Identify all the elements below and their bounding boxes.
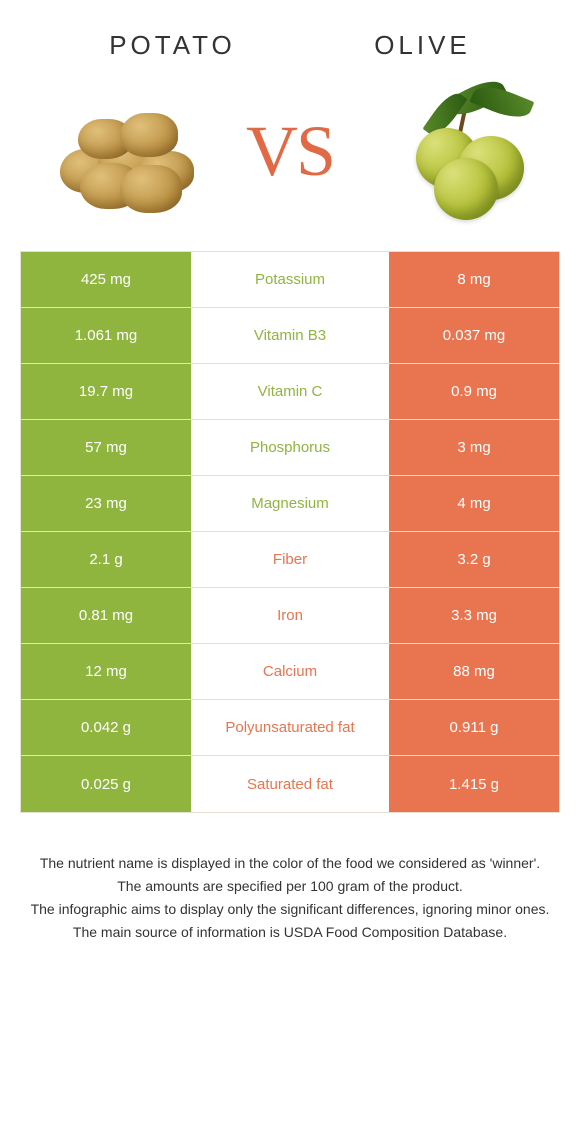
left-value: 23 mg (21, 476, 191, 531)
nutrient-name: Fiber (191, 532, 389, 587)
footer-line: The main source of information is USDA F… (30, 922, 550, 943)
vs-label: VS (246, 110, 334, 193)
nutrient-name: Phosphorus (191, 420, 389, 475)
potato-image (50, 86, 200, 216)
nutrient-name: Iron (191, 588, 389, 643)
right-value: 3.2 g (389, 532, 559, 587)
footer-line: The amounts are specified per 100 gram o… (30, 876, 550, 897)
nutrient-table: 425 mgPotassium8 mg1.061 mgVitamin B30.0… (20, 251, 560, 813)
left-value: 0.042 g (21, 700, 191, 755)
left-value: 19.7 mg (21, 364, 191, 419)
nutrient-name: Magnesium (191, 476, 389, 531)
nutrient-name: Vitamin C (191, 364, 389, 419)
left-value: 57 mg (21, 420, 191, 475)
footer-line: The infographic aims to display only the… (30, 899, 550, 920)
right-value: 0.037 mg (389, 308, 559, 363)
nutrient-name: Saturated fat (191, 756, 389, 812)
right-value: 88 mg (389, 644, 559, 699)
right-value: 0.9 mg (389, 364, 559, 419)
left-value: 1.061 mg (21, 308, 191, 363)
table-row: 23 mgMagnesium4 mg (21, 476, 559, 532)
right-value: 1.415 g (389, 756, 559, 812)
nutrient-name: Vitamin B3 (191, 308, 389, 363)
right-value: 3.3 mg (389, 588, 559, 643)
nutrient-name: Potassium (191, 252, 389, 307)
footer-notes: The nutrient name is displayed in the co… (30, 853, 550, 943)
table-row: 0.025 gSaturated fat1.415 g (21, 756, 559, 812)
right-food-title: Olive (374, 30, 471, 61)
table-row: 57 mgPhosphorus3 mg (21, 420, 559, 476)
table-row: 0.81 mgIron3.3 mg (21, 588, 559, 644)
vs-row: VS (0, 71, 580, 251)
right-value: 0.911 g (389, 700, 559, 755)
left-food-title: Potato (109, 30, 236, 61)
right-value: 3 mg (389, 420, 559, 475)
left-value: 425 mg (21, 252, 191, 307)
table-row: 425 mgPotassium8 mg (21, 252, 559, 308)
left-value: 12 mg (21, 644, 191, 699)
table-row: 12 mgCalcium88 mg (21, 644, 559, 700)
left-value: 0.025 g (21, 756, 191, 812)
table-row: 2.1 gFiber3.2 g (21, 532, 559, 588)
left-value: 0.81 mg (21, 588, 191, 643)
nutrient-name: Polyunsaturated fat (191, 700, 389, 755)
table-row: 1.061 mgVitamin B30.037 mg (21, 308, 559, 364)
right-value: 8 mg (389, 252, 559, 307)
right-value: 4 mg (389, 476, 559, 531)
table-row: 19.7 mgVitamin C0.9 mg (21, 364, 559, 420)
olive-image (380, 86, 530, 216)
nutrient-name: Calcium (191, 644, 389, 699)
footer-line: The nutrient name is displayed in the co… (30, 853, 550, 874)
left-value: 2.1 g (21, 532, 191, 587)
header: Potato Olive (0, 0, 580, 71)
table-row: 0.042 gPolyunsaturated fat0.911 g (21, 700, 559, 756)
